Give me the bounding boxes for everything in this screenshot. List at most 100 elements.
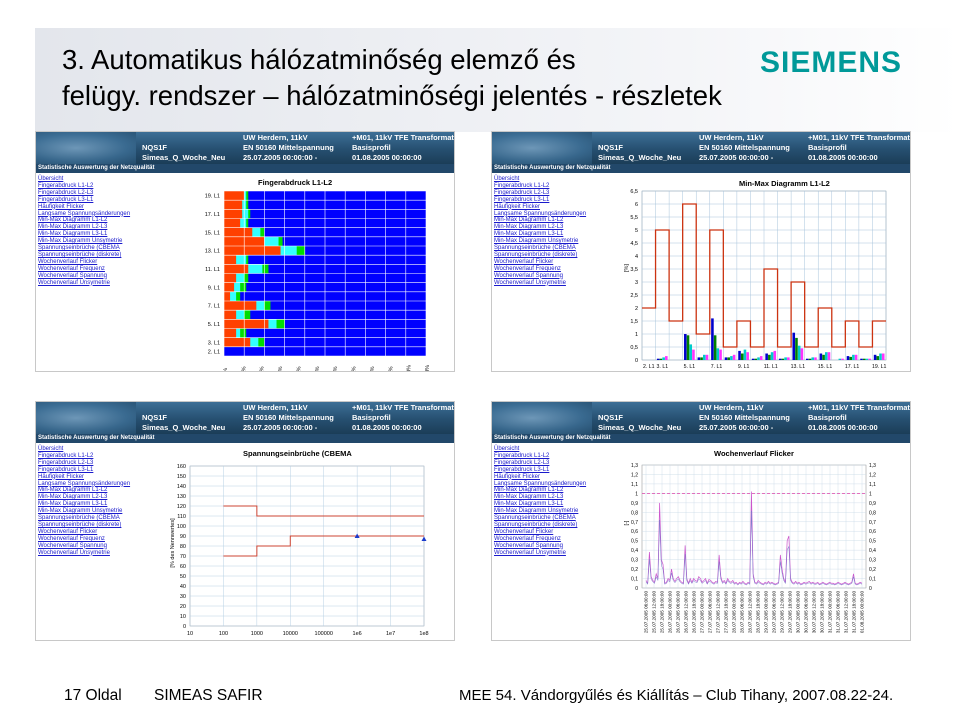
nav-link-15[interactable]: Wochenverlauf Unsymetrie — [38, 549, 110, 556]
nav-link-3[interactable]: Fingerabdruck L3-L1 — [494, 466, 550, 473]
toolbar-photo — [36, 132, 136, 164]
nav-link-7[interactable]: Min-Max Diagramm L2-L3 — [38, 494, 108, 501]
nav-link-7[interactable]: Min-Max Diagramm L2-L3 — [494, 224, 564, 231]
nav-link-12[interactable]: Wochenverlauf Flicker — [38, 528, 98, 535]
nav-link-9[interactable]: Min-Max Diagramm Unsymetrie — [494, 508, 579, 515]
nav-link-0[interactable]: Übersicht — [494, 446, 520, 452]
nav-link-4[interactable]: Häufigkeit Flicker — [494, 203, 541, 210]
nav-link-11[interactable]: Spannungseinbrüche (diskrete) — [38, 521, 122, 528]
nav-link-14[interactable]: Wochenverlauf Spannung — [38, 542, 107, 549]
nav-link-1[interactable]: Fingerabdruck L1-L2 — [38, 452, 94, 459]
nav-link-1[interactable]: Fingerabdruck L1-L2 — [38, 182, 94, 189]
bar — [825, 352, 828, 360]
nav-link-15[interactable]: Wochenverlauf Unsymetrie — [38, 279, 110, 286]
x-tick-label: 26.07.2005 18:00:00 — [692, 591, 697, 634]
x-tick-label: 17. L1 — [845, 364, 860, 370]
nav-link-7[interactable]: Min-Max Diagramm L2-L3 — [38, 224, 108, 231]
nav-link-10[interactable]: Spannungseinbrüche (CBEMA — [38, 515, 120, 522]
nav-link-6[interactable]: Min-Max Diagramm L1-L2 — [494, 487, 564, 494]
nav-link-8[interactable]: Min-Max Diagramm L3-L1 — [38, 501, 108, 508]
toolbar-profile: Basisprofil — [352, 413, 391, 422]
nav-link-0[interactable]: Übersicht — [494, 176, 520, 182]
toolbar-station: UW Herdern, 11kV — [243, 403, 308, 412]
bar — [860, 358, 863, 360]
y-tick-label-right: 0 — [869, 586, 872, 592]
nav-link-7[interactable]: Min-Max Diagramm L2-L3 — [494, 494, 564, 501]
nav-link-5[interactable]: Langsame Spannungsänderungen — [494, 210, 587, 217]
nav-link-3[interactable]: Fingerabdruck L3-L1 — [38, 466, 94, 473]
nav-link-14[interactable]: Wochenverlauf Spannung — [494, 272, 563, 279]
nav-link-0[interactable]: Übersicht — [38, 446, 64, 452]
y-tick-label: 20 — [180, 604, 186, 610]
y-tick-label-right: 1 — [869, 491, 872, 497]
nav-link-10[interactable]: Spannungseinbrüche (CBEMA — [494, 245, 576, 252]
nav-link-13[interactable]: Wochenverlauf Frequenz — [38, 265, 105, 272]
event-point — [421, 536, 427, 541]
nav-link-9[interactable]: Min-Max Diagramm Unsymetrie — [38, 508, 123, 515]
nav-link-14[interactable]: Wochenverlauf Spannung — [38, 272, 107, 279]
nav-link-5[interactable]: Langsame Spannungsänderungen — [38, 210, 131, 217]
nav-link-6[interactable]: Min-Max Diagramm L1-L2 — [38, 487, 108, 494]
nav-link-12[interactable]: Wochenverlauf Flicker — [38, 258, 98, 265]
x-tick-label: 26.07.2005 06:00:00 — [676, 591, 681, 634]
footer-event: MEE 54. Vándorgyűlés és Kiállítás – Club… — [459, 687, 894, 704]
nav-link-4[interactable]: Häufigkeit Flicker — [494, 473, 541, 480]
bar — [792, 332, 796, 360]
nav-link-2[interactable]: Fingerabdruck L2-L3 — [494, 189, 550, 196]
nav-link-6[interactable]: Min-Max Diagramm L1-L2 — [38, 217, 108, 224]
nav-link-15[interactable]: Wochenverlauf Unsymetrie — [494, 279, 566, 286]
nav-link-1[interactable]: Fingerabdruck L1-L2 — [494, 182, 550, 189]
bar — [754, 358, 758, 360]
nav-link-5[interactable]: Langsame Spannungsänderungen — [494, 480, 587, 487]
y-tick-label: 10 — [180, 614, 186, 620]
bar — [686, 335, 690, 360]
nav-link-3[interactable]: Fingerabdruck L3-L1 — [494, 196, 550, 203]
nav-link-10[interactable]: Spannungseinbrüche (CBEMA — [494, 515, 576, 522]
nav-link-6[interactable]: Min-Max Diagramm L1-L2 — [494, 217, 564, 224]
nav-link-2[interactable]: Fingerabdruck L2-L3 — [494, 459, 550, 466]
nav-link-4[interactable]: Häufigkeit Flicker — [38, 473, 85, 480]
report-cbema: NQS1F Simeas_Q_Woche_Neu UW Herdern, 11kV E… — [35, 401, 455, 641]
minmax-svg: 0 0,5 1 1,5 2 2,5 3 3,5 4 4,5 5 5,5 6 6,5 [%] 2. L1 3. L… — [624, 189, 887, 370]
nav-link-3[interactable]: Fingerabdruck L3-L1 — [38, 196, 94, 203]
y-axis-label: [%] — [624, 264, 630, 272]
bar — [868, 358, 871, 360]
nav-link-2[interactable]: Fingerabdruck L2-L3 — [38, 189, 94, 196]
nav-link-11[interactable]: Spannungseinbrüche (diskrete) — [38, 251, 122, 258]
x-tick-label: 27.07.2005 18:00:00 — [724, 591, 729, 634]
y-tick-label-left: 0,6 — [631, 529, 638, 535]
nav-link-9[interactable]: Min-Max Diagramm Unsymetrie — [494, 238, 579, 245]
nav-link-12[interactable]: Wochenverlauf Flicker — [494, 258, 554, 265]
nav-link-13[interactable]: Wochenverlauf Frequenz — [494, 265, 561, 272]
y-tick-label: 6 — [635, 202, 638, 208]
toolbar-channel: +M01, 11kV TFE Transformator — [352, 133, 455, 142]
x-tick-label: 30.07.2005 06:00:00 — [804, 591, 809, 634]
y-tick-label-left: 0,5 — [631, 539, 638, 545]
y-tick-label-left: 0,8 — [631, 510, 638, 516]
y-tick-label-right: 0,7 — [869, 520, 876, 526]
nav-link-8[interactable]: Min-Max Diagramm L3-L1 — [494, 231, 564, 238]
nav-link-9[interactable]: Min-Max Diagramm Unsymetrie — [38, 238, 123, 245]
nav-link-13[interactable]: Wochenverlauf Frequenz — [494, 535, 561, 542]
y-tick-label: 0,5 — [630, 345, 638, 351]
nav-link-11[interactable]: Spannungseinbrüche (diskrete) — [494, 251, 578, 258]
nav-link-8[interactable]: Min-Max Diagramm L3-L1 — [38, 231, 108, 238]
nav-link-1[interactable]: Fingerabdruck L1-L2 — [494, 452, 550, 459]
nav-link-11[interactable]: Spannungseinbrüche (diskrete) — [494, 521, 578, 528]
nav-link-10[interactable]: Spannungseinbrüche (CBEMA — [38, 245, 120, 252]
nav-link-14[interactable]: Wochenverlauf Spannung — [494, 542, 563, 549]
x-tick-label: 70% — [352, 366, 358, 372]
flicker-svg: 0 0 0,1 0,1 0,2 0,2 0,3 0,3 0,4 0,4 0,5 0,5 0,6 0,6 0,… — [624, 463, 876, 634]
nav-link-2[interactable]: Fingerabdruck L2-L3 — [38, 459, 94, 466]
nav-link-4[interactable]: Häufigkeit Flicker — [38, 203, 85, 210]
nav-link-8[interactable]: Min-Max Diagramm L3-L1 — [494, 501, 564, 508]
nav-link-13[interactable]: Wochenverlauf Frequenz — [38, 535, 105, 542]
y-axis-label: [% des Nennwertes] — [170, 518, 176, 568]
x-tick-label: 100% — [425, 365, 431, 372]
nav-link-0[interactable]: Übersicht — [38, 176, 64, 182]
x-tick-label: 28.07.2005 18:00:00 — [756, 591, 761, 634]
nav-link-15[interactable]: Wochenverlauf Unsymetrie — [494, 549, 566, 556]
nav-link-5[interactable]: Langsame Spannungsänderungen — [38, 480, 131, 487]
y-tick-label-right: 1,2 — [869, 472, 876, 478]
nav-link-12[interactable]: Wochenverlauf Flicker — [494, 528, 554, 535]
